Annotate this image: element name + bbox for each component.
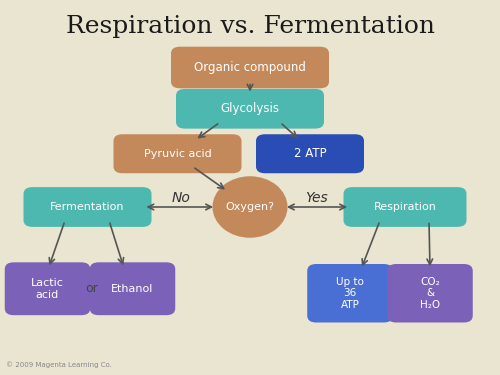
Text: Respiration vs. Fermentation: Respiration vs. Fermentation	[66, 15, 434, 38]
FancyBboxPatch shape	[171, 47, 329, 88]
Text: © 2009 Magenta Learning Co.: © 2009 Magenta Learning Co.	[6, 362, 112, 368]
Text: Glycolysis: Glycolysis	[220, 102, 280, 115]
Text: Pyruvic acid: Pyruvic acid	[144, 149, 212, 159]
Text: 2 ATP: 2 ATP	[294, 147, 326, 160]
FancyBboxPatch shape	[114, 134, 242, 173]
Text: Respiration: Respiration	[374, 202, 436, 212]
FancyBboxPatch shape	[307, 264, 393, 322]
Text: No: No	[172, 191, 190, 205]
FancyBboxPatch shape	[176, 89, 324, 129]
Text: or: or	[85, 282, 98, 294]
Text: CO₂
&
H₂O: CO₂ & H₂O	[420, 277, 440, 310]
Text: Lactic
acid: Lactic acid	[31, 278, 64, 300]
Text: Ethanol: Ethanol	[112, 284, 154, 294]
FancyBboxPatch shape	[344, 187, 466, 227]
FancyBboxPatch shape	[90, 262, 176, 315]
FancyBboxPatch shape	[256, 134, 364, 173]
FancyBboxPatch shape	[387, 264, 473, 322]
Text: Yes: Yes	[305, 191, 328, 205]
Text: Organic compound: Organic compound	[194, 61, 306, 74]
Text: Fermentation: Fermentation	[50, 202, 125, 212]
Text: Up to
36
ATP: Up to 36 ATP	[336, 277, 364, 310]
FancyBboxPatch shape	[24, 187, 152, 227]
Text: Oxygen?: Oxygen?	[226, 202, 274, 212]
FancyBboxPatch shape	[4, 262, 90, 315]
Ellipse shape	[212, 176, 288, 238]
